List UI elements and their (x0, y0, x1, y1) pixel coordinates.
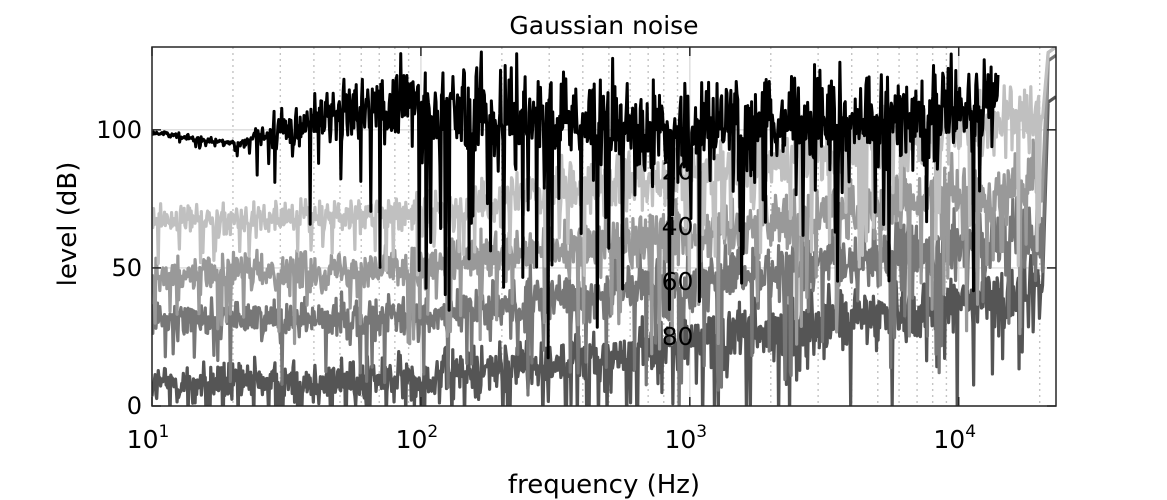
y-tick-label: 100 (96, 116, 142, 144)
annotation-label: 80 (662, 322, 694, 351)
axes-frame (151, 46, 1057, 407)
annotation-label: 60 (662, 267, 694, 296)
ticks (151, 47, 1056, 407)
y-tick-label: 50 (111, 254, 142, 282)
y-tick-labels: 0 50 100 (96, 116, 142, 420)
x-axis-label: frequency (Hz) (508, 470, 700, 500)
y-axis-label: level (dB) (53, 162, 83, 287)
chart-title: Gaussian noise (509, 11, 698, 40)
x-tick-label: 104 (933, 422, 976, 454)
annotations: 20 40 60 80 (662, 157, 694, 352)
x-tick-label: 102 (396, 422, 439, 454)
y-tick-label: 0 (127, 392, 142, 420)
x-tick-label: 101 (127, 422, 170, 454)
series-line-0 (152, 50, 1000, 360)
annotation-label: 40 (662, 212, 694, 241)
x-tick-labels: 101 102 103 104 (127, 422, 976, 454)
x-tick-label: 103 (664, 422, 707, 454)
annotation-label: 20 (662, 157, 694, 186)
series-group (152, 47, 1056, 406)
